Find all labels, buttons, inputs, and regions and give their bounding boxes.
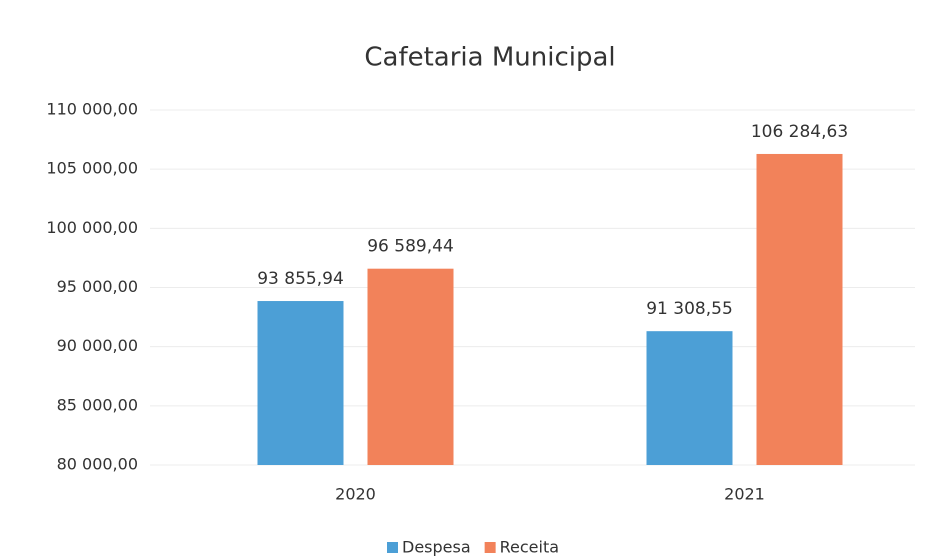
bar xyxy=(367,268,454,465)
legend-label: Despesa xyxy=(402,538,471,557)
y-tick-label: 80 000,00 xyxy=(57,455,138,474)
data-label: 96 589,44 xyxy=(367,237,454,257)
y-tick-label: 85 000,00 xyxy=(57,395,138,414)
legend-swatch xyxy=(387,542,398,553)
data-label: 91 308,55 xyxy=(646,299,733,319)
bar xyxy=(257,301,344,465)
y-tick-label: 100 000,00 xyxy=(46,218,138,237)
data-label: 106 284,63 xyxy=(751,122,848,142)
y-tick-label: 105 000,00 xyxy=(46,159,138,178)
chart-title: Cafetaria Municipal xyxy=(364,43,615,73)
bar xyxy=(646,331,733,465)
legend-swatch xyxy=(484,542,496,553)
y-tick-label: 90 000,00 xyxy=(57,336,138,355)
y-tick-label: 95 000,00 xyxy=(57,277,138,296)
x-tick-label: 2021 xyxy=(724,485,765,504)
data-label: 93 855,94 xyxy=(257,269,344,289)
bar xyxy=(756,153,843,465)
x-tick-label: 2020 xyxy=(335,485,376,504)
legend-label: Receita xyxy=(500,538,559,557)
y-tick-label: 110 000,00 xyxy=(46,100,138,119)
